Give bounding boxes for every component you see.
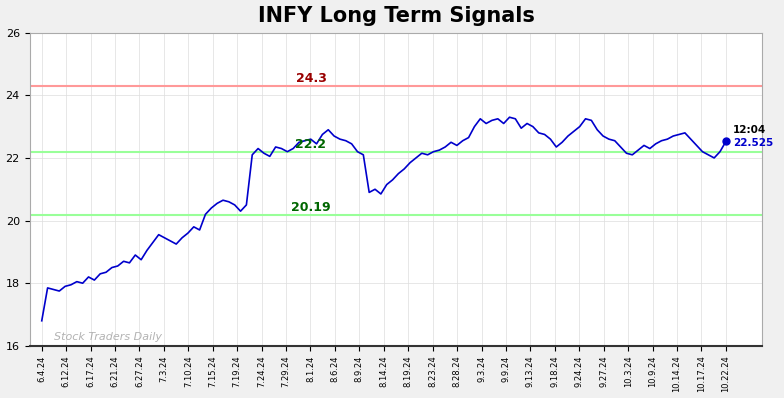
Text: 12:04: 12:04 xyxy=(733,125,767,135)
Text: 20.19: 20.19 xyxy=(291,201,331,214)
Text: 22.2: 22.2 xyxy=(296,138,326,151)
Text: 22.525: 22.525 xyxy=(733,138,774,148)
Text: 24.3: 24.3 xyxy=(296,72,326,85)
Text: Stock Traders Daily: Stock Traders Daily xyxy=(54,332,162,341)
Title: INFY Long Term Signals: INFY Long Term Signals xyxy=(258,6,535,25)
